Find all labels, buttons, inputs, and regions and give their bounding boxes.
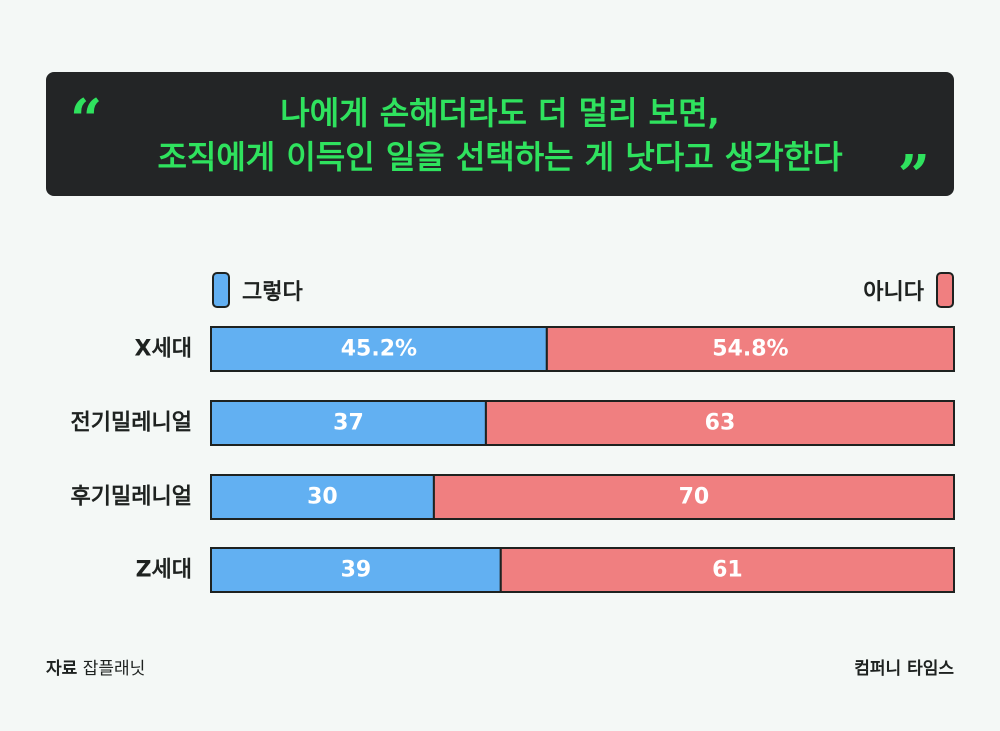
category-label: 전기밀레니얼: [71, 411, 192, 436]
data-label: 70: [679, 485, 710, 510]
source-note: 자료 잡플래닛: [46, 654, 145, 679]
data-label: 45.2%: [341, 337, 417, 362]
data-label: 37: [333, 411, 364, 436]
data-label: 61: [712, 558, 743, 583]
legend-yes: 그렇다: [212, 272, 303, 308]
category-label: X세대: [135, 337, 192, 362]
bar-segment-yes: [210, 400, 487, 446]
source-key: 자료: [46, 659, 78, 679]
data-label: 39: [341, 558, 372, 583]
legend-label-no: 아니다: [863, 280, 924, 305]
legend-swatch-yes: [212, 272, 230, 308]
data-label: 54.8%: [712, 337, 788, 362]
data-label: 63: [705, 411, 736, 436]
legend-label-yes: 그렇다: [242, 280, 303, 305]
category-label: Z세대: [136, 558, 192, 583]
bar-segment-no: [499, 547, 955, 593]
bar-segment-no: [545, 326, 955, 372]
close-quote-icon: ”: [897, 143, 930, 209]
headline-banner: “ 나에게 손해더라도 더 멀리 보면, 조직에게 이득인 일을 선택하는 게 …: [46, 72, 954, 204]
bar-segment-yes: [210, 474, 435, 520]
headline-line-2: 조직에게 이득인 일을 선택하는 게 낫다고 생각한다: [157, 138, 843, 176]
category-label: 후기밀레니얼: [71, 485, 192, 510]
data-label: 30: [307, 485, 338, 510]
bar-segment-no: [432, 474, 955, 520]
bar-segment-no: [484, 400, 955, 446]
legend-swatch-no: [936, 272, 954, 308]
bar-segment-yes: [210, 547, 502, 593]
brand-logo-text: 컴퍼니 타임스: [854, 659, 954, 679]
open-quote-icon: “: [70, 87, 103, 153]
source-value: 잡플래닛: [82, 659, 146, 679]
legend-no: 아니다: [863, 272, 954, 308]
headline-line-1: 나에게 손해더라도 더 멀리 보면,: [280, 94, 720, 132]
